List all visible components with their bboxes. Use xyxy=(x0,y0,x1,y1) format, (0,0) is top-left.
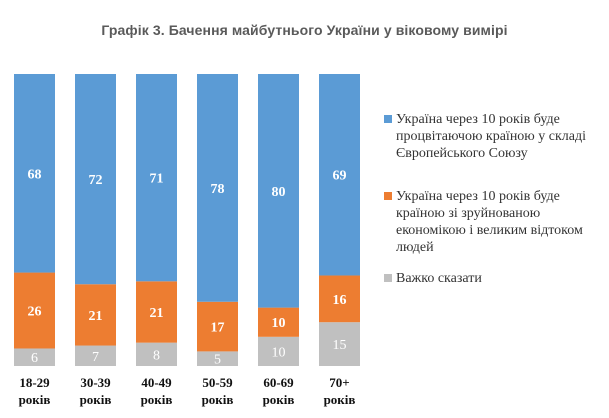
data-label-0-2: 68 xyxy=(28,167,42,182)
data-label-3-2: 78 xyxy=(211,182,225,197)
data-label-1-1: 21 xyxy=(89,309,103,324)
bar-segment-2-2 xyxy=(136,74,177,282)
data-label-5-2: 69 xyxy=(333,169,347,184)
x-tick-label-5-0: 70+ xyxy=(329,375,349,390)
x-tick-label-1-0: 30-39 xyxy=(80,375,111,390)
data-label-4-2: 80 xyxy=(272,185,286,200)
legend-label-eu-prosperity: Україна через 10 років буде процвітаючою… xyxy=(396,112,586,161)
bar-segment-3-0 xyxy=(197,351,238,366)
data-label-4-1: 10 xyxy=(272,316,286,331)
data-label-5-0: 15 xyxy=(333,338,347,353)
data-label-2-0: 8 xyxy=(153,348,160,363)
x-tick-label-0-1: років xyxy=(19,392,51,407)
legend-label-hard-to-say: Важко сказати xyxy=(396,271,482,286)
x-tick-label-3-1: років xyxy=(202,392,234,407)
bar-segment-4-0 xyxy=(258,336,299,366)
bar-segment-3-2 xyxy=(197,74,238,302)
data-label-4-0: 10 xyxy=(272,345,286,360)
legend-swatch-gray xyxy=(384,274,392,282)
bar-segment-2-1 xyxy=(136,281,177,343)
bar-segment-2-0 xyxy=(136,342,177,366)
data-label-5-1: 16 xyxy=(333,293,347,308)
data-label-1-2: 72 xyxy=(89,173,103,188)
legend-swatch-blue xyxy=(384,115,392,123)
data-label-0-0: 6 xyxy=(31,351,38,366)
bar-segment-4-1 xyxy=(258,307,299,337)
data-label-1-0: 7 xyxy=(92,350,99,365)
bar-segment-5-2 xyxy=(319,74,360,276)
data-label-2-1: 21 xyxy=(150,306,164,321)
x-tick-label-2-0: 40-49 xyxy=(141,375,172,390)
x-tick-label-1-1: років xyxy=(80,392,112,407)
bar-segment-3-1 xyxy=(197,301,238,352)
bar-segment-0-1 xyxy=(14,272,55,349)
bar-segment-0-2 xyxy=(14,74,55,273)
bar-segment-4-2 xyxy=(258,74,299,308)
bar-segment-0-0 xyxy=(14,348,55,366)
bar-segment-1-1 xyxy=(75,284,116,346)
chart-title: Графік 3. Бачення майбутнього України у … xyxy=(101,22,508,38)
x-tick-label-5-1: років xyxy=(324,392,356,407)
bar-segment-1-2 xyxy=(75,74,116,285)
data-label-3-1: 17 xyxy=(211,321,225,336)
data-label-2-2: 71 xyxy=(150,172,164,187)
x-tick-label-4-1: років xyxy=(263,392,295,407)
x-tick-label-3-0: 50-59 xyxy=(202,375,233,390)
legend-swatch-orange xyxy=(384,192,392,200)
bar-segment-5-1 xyxy=(319,275,360,323)
data-label-3-0: 5 xyxy=(214,353,221,368)
x-tick-label-4-0: 60-69 xyxy=(263,375,294,390)
data-label-0-1: 26 xyxy=(28,305,42,320)
x-tick-label-0-0: 18-29 xyxy=(19,375,50,390)
x-tick-label-2-1: років xyxy=(141,392,173,407)
bar-segment-1-0 xyxy=(75,345,116,366)
legend-label-ruined-economy: Україна через 10 років буде країною зі з… xyxy=(396,189,583,255)
bar-segment-5-0 xyxy=(319,322,360,366)
